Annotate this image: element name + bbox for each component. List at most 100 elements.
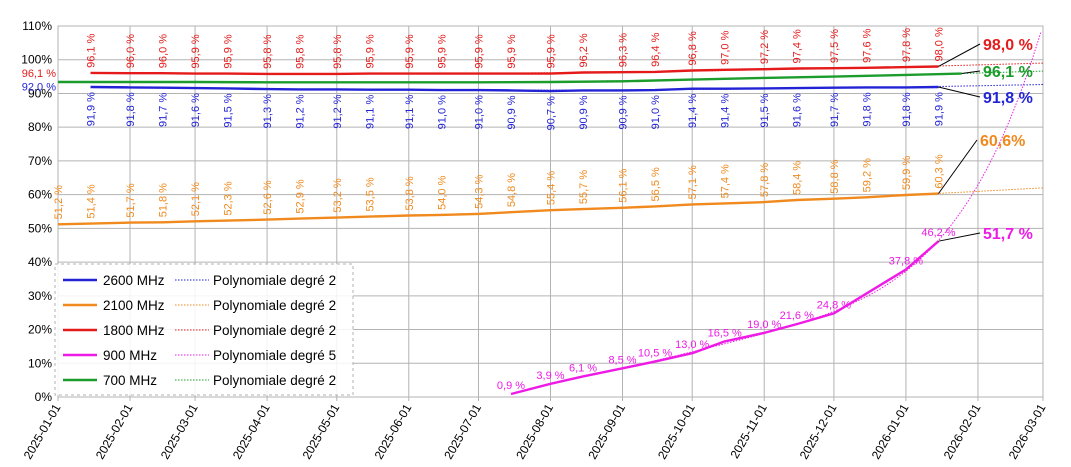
series-line (510, 240, 940, 396)
data-label: 55,7 % (578, 170, 590, 204)
data-label: 91,1 % (364, 95, 376, 129)
data-label: 91,6 % (190, 93, 202, 127)
x-tick-label: 2025-02-01 (93, 401, 136, 461)
data-label: 96,4 % (650, 32, 662, 66)
y-tick-label: 0% (35, 390, 53, 404)
data-label: 91,1 % (404, 95, 416, 129)
data-label: 53,8 % (404, 176, 416, 210)
x-tick-label: 2025-10-01 (655, 401, 698, 461)
data-label: 91,7 % (829, 93, 841, 127)
data-label: 95,9 % (546, 34, 558, 68)
data-label: 98,0 % (933, 27, 945, 61)
data-label: 97,6 % (861, 28, 873, 62)
data-label: 91,8 % (861, 92, 873, 126)
y-tick-label: 10% (28, 356, 52, 370)
data-label: 52,9 % (295, 179, 307, 213)
data-label: 95,8 % (262, 34, 274, 68)
end-label-leader (938, 232, 981, 242)
data-label: 95,9 % (404, 34, 416, 68)
y-tick-label: 20% (28, 323, 52, 337)
series-line (57, 192, 939, 226)
data-label: 95,9 % (473, 34, 485, 68)
end-label: 98,0 % (983, 37, 1033, 54)
legend-label: 1800 MHz (103, 323, 165, 338)
data-label: 10,5 % (638, 348, 672, 360)
data-label: 95,9 % (436, 34, 448, 68)
data-label: 51,2 % (53, 185, 65, 219)
data-label: 91,8 % (125, 92, 137, 126)
x-tick-label: 2025-04-01 (230, 401, 273, 461)
data-label: 95,9 % (223, 34, 235, 68)
series-line (58, 72, 962, 84)
x-tick-label: 2025-07-01 (441, 401, 484, 461)
data-label: 90,7 % (546, 96, 558, 130)
data-label: 97,5 % (829, 29, 841, 63)
left-data-label: 96,1 % (22, 68, 56, 80)
data-label: 57,1 % (687, 165, 699, 199)
data-label: 51,4 % (86, 184, 98, 218)
data-label: 96,0 % (158, 34, 170, 68)
x-tick-label: 2025-09-01 (585, 401, 628, 461)
end-label-leader (938, 86, 981, 98)
x-tick-label: 2025-05-01 (300, 401, 343, 461)
data-label: 91,0 % (473, 95, 485, 129)
data-label: 52,3 % (223, 181, 235, 215)
data-label: 59,2 % (861, 158, 873, 192)
series-line (90, 65, 939, 76)
data-label: 97,2 % (759, 30, 771, 64)
end-label: 51,7 % (983, 226, 1033, 243)
data-label: 54,8 % (506, 173, 518, 207)
data-label: 6,1 % (569, 362, 597, 374)
data-label: 91,9 % (933, 92, 945, 126)
data-label: 53,2 % (332, 178, 344, 212)
trendline (510, 32, 1042, 395)
x-tick-label: 2026-02-01 (941, 401, 984, 461)
x-tick-label: 2025-12-01 (797, 401, 840, 461)
y-tick-label: 60% (28, 188, 52, 202)
end-label-leader (938, 43, 981, 67)
y-tick-label: 30% (28, 289, 52, 303)
data-labels: 91,9 % 91,8 % 91,7 % 91,6 % 91,5 % 91,3 % 91,2… (22, 27, 956, 392)
data-label: 46,2 % (921, 227, 955, 239)
data-label: 91,5 % (759, 93, 771, 127)
end-label: 60,6% (980, 133, 1025, 150)
data-label: 52,6 % (262, 180, 274, 214)
legend-trend-label: Polynomiale degré 2 (213, 323, 336, 338)
x-tick-label: 2025-03-01 (158, 401, 201, 461)
y-tick-label: 90% (28, 86, 52, 100)
data-label: 91,4 % (720, 94, 732, 128)
data-label: 91,3 % (262, 94, 274, 128)
data-label: 37,8 % (889, 256, 923, 268)
data-label: 91,9 % (86, 92, 98, 126)
x-tick-label: 2025-01-01 (21, 401, 64, 461)
y-tick-label: 100% (21, 53, 52, 67)
y-tick-label: 110% (22, 19, 52, 33)
x-tick-label: 2026-01-01 (869, 401, 912, 461)
data-label: 53,5 % (364, 177, 376, 211)
y-tick-label: 80% (28, 120, 52, 134)
data-label: 16,5 % (708, 327, 742, 339)
data-label: 51,8 % (158, 183, 170, 217)
data-label: 0,9 % (497, 380, 525, 392)
data-label: 91,5 % (223, 93, 235, 127)
data-label: 91,4 % (687, 94, 699, 128)
data-label: 57,8 % (759, 163, 771, 197)
data-label: 57,4 % (720, 164, 732, 198)
data-label: 55,4 % (546, 171, 558, 205)
data-label: 96,2 % (578, 33, 590, 67)
data-label: 51,7 % (125, 183, 137, 217)
legend-label: 900 MHz (103, 348, 157, 363)
legend-box (54, 263, 354, 396)
data-label: 97,4 % (792, 29, 804, 63)
left-data-label: 92,0 % (22, 82, 56, 94)
data-label: 52,1 % (190, 182, 202, 216)
data-label: 91,0 % (436, 95, 448, 129)
data-label: 60,3 % (933, 154, 945, 188)
data-label: 91,6 % (792, 93, 804, 127)
y-tick-label: 40% (28, 255, 52, 269)
end-label: 91,8 % (983, 90, 1033, 107)
data-label: 91,2 % (295, 94, 307, 128)
data-label: 3,9 % (536, 370, 564, 382)
y-tick-label: 50% (28, 221, 52, 235)
end-labels: 91,8 % 60,6% 98,0 % 51,7 % 96,1 % (938, 37, 1033, 243)
